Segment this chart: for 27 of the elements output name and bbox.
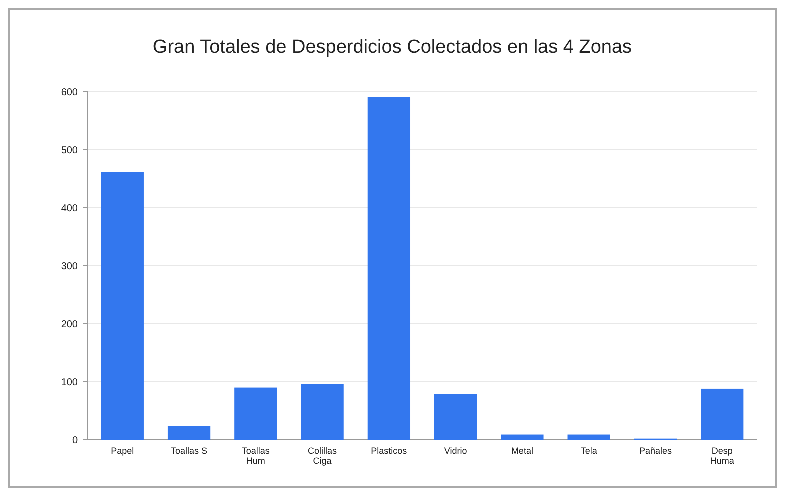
y-tick-label: 600 <box>61 88 78 98</box>
bar <box>101 172 144 440</box>
x-tick-label: Toallas S <box>171 446 208 456</box>
x-tick-label: Toallas Hum <box>242 446 270 466</box>
x-tick-label: Metal <box>511 446 534 456</box>
x-tick-label: Colillas Ciga <box>308 446 338 466</box>
chart-title: Gran Totales de Desperdicios Colectados en las 4 Zonas <box>152 37 632 58</box>
y-tick-label: 500 <box>61 146 78 156</box>
bar <box>434 394 478 440</box>
bar <box>234 388 278 440</box>
y-tick-label: 100 <box>61 378 78 388</box>
bar <box>701 388 744 440</box>
bar <box>301 384 344 440</box>
y-tick-label: 0 <box>72 436 78 446</box>
y-tick-label: 400 <box>61 204 78 214</box>
x-tick-label: Papel <box>111 446 134 456</box>
bar <box>168 426 211 440</box>
bar <box>568 434 610 440</box>
x-tick-label: Desp Huma <box>710 446 734 466</box>
bar <box>501 434 544 440</box>
x-tick-label: Vidrio <box>444 446 468 456</box>
x-tick-label: Pañales <box>639 446 672 456</box>
x-tick-label: Tela <box>580 446 598 456</box>
bar <box>368 97 411 440</box>
x-tick-label: Plasticos <box>371 446 408 456</box>
y-tick-label: 200 <box>61 320 78 330</box>
y-tick-label: 300 <box>61 262 78 272</box>
